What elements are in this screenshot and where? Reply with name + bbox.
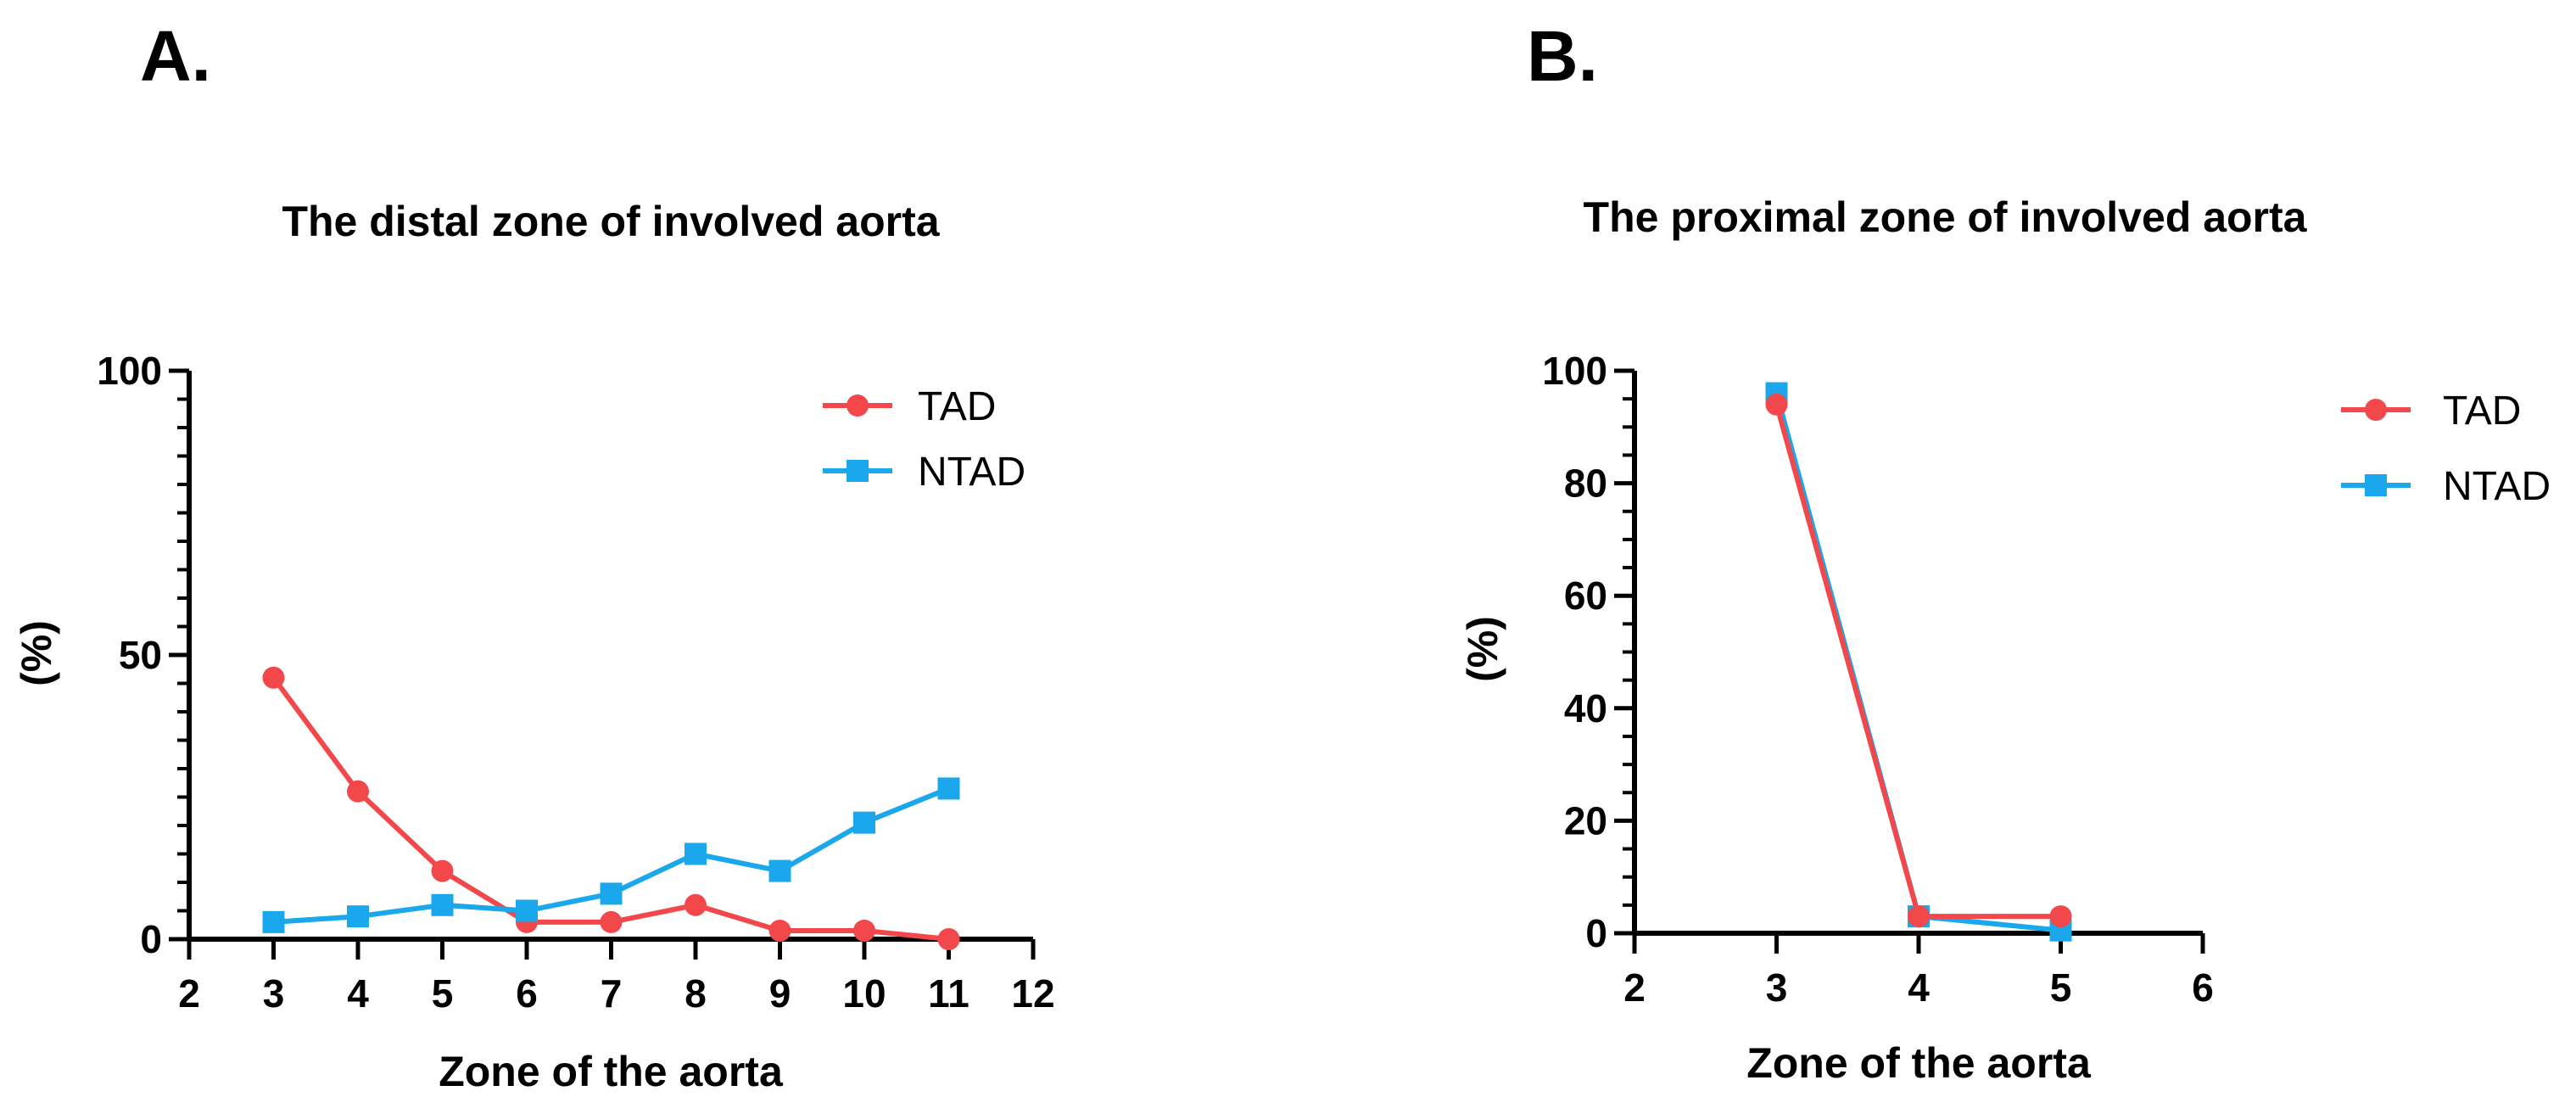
panel-b-tad-point [2049, 905, 2072, 928]
panel-a-ntad-point [685, 842, 707, 865]
panel-b-y-tick-label: 40 [1564, 686, 1607, 730]
panel-a: A. The distal zone of involved aorta (%)… [13, 16, 1055, 1095]
panel-a-x-tick-label: 2 [178, 971, 200, 1016]
panel-a-ntad-point [431, 893, 454, 916]
panel-a-y-tick-label: 100 [97, 349, 162, 393]
panel-a-y-tick-label: 0 [140, 917, 162, 961]
panel-b-tad-point [1765, 393, 1788, 416]
panel-b-legend: TAD NTAD [2341, 389, 2551, 509]
panel-b-title: The proximal zone of involved aorta [1584, 193, 2308, 241]
panel-a-ntad-point [516, 899, 538, 922]
panel-a-legend: TAD NTAD [823, 384, 1025, 495]
panel-b-y-tick-label: 80 [1564, 462, 1607, 506]
panel-a-ntad-point [347, 905, 369, 928]
panel-b-y-tick-label: 20 [1564, 798, 1607, 842]
panel-a-x-tick-label: 10 [842, 971, 886, 1016]
panel-a-tad-point [853, 919, 875, 942]
panel-b-x-tick-label: 2 [1623, 965, 1646, 1010]
panel-a-tad-point [685, 893, 707, 916]
panel-a-ntad-point [600, 882, 623, 905]
panel-a-legend-marker-ntad [847, 460, 869, 482]
panel-b-x-tick-label: 4 [1908, 965, 1930, 1010]
panel-a-tad-point [600, 910, 623, 933]
panel-a-x-tick-label: 12 [1011, 971, 1054, 1016]
panel-a-label: A. [140, 16, 211, 96]
panel-a-tad-point [262, 666, 285, 689]
panel-a-legend-label-tad: TAD [918, 384, 996, 429]
panel-a-ntad-point [937, 777, 960, 800]
panel-b-series-line-tad [1774, 403, 2061, 920]
panel-a-ntad-point [853, 811, 875, 834]
panel-a-y-axis-label: (%) [13, 620, 60, 686]
panel-a-ntad-point [768, 859, 791, 882]
panel-b-y-tick-label: 60 [1564, 574, 1607, 618]
panel-b: B. The proximal zone of involved aorta (… [1459, 16, 2551, 1087]
panel-a-x-tick-label: 4 [347, 971, 369, 1016]
panel-a-x-axis-label: Zone of the aorta [439, 1048, 784, 1095]
panel-a-x-tick-label: 5 [432, 971, 454, 1016]
panel-b-x-tick-label: 5 [2050, 965, 2072, 1010]
panel-a-title: The distal zone of involved aorta [282, 198, 940, 245]
panel-b-legend-marker-ntad [2365, 474, 2387, 496]
panel-b-tad-point [1908, 905, 1930, 928]
panel-b-legend-label-ntad: NTAD [2443, 464, 2551, 509]
panel-b-legend-label-tad: TAD [2443, 389, 2521, 434]
panel-a-x-tick-label: 3 [263, 971, 285, 1016]
panel-b-y-tick-label: 0 [1585, 911, 1607, 955]
panel-a-tad-point [937, 928, 960, 950]
panel-a-legend-label-ntad: NTAD [918, 450, 1025, 495]
panel-b-series-line-ntad [1774, 392, 2061, 933]
panel-a-x-tick-label: 11 [928, 971, 969, 1016]
panel-b-legend-marker-tad [2365, 399, 2387, 421]
panel-a-legend-marker-tad [847, 395, 869, 417]
panel-b-label: B. [1527, 16, 1598, 96]
panel-a-tad-point [431, 859, 454, 882]
panel-b-x-tick-label: 3 [1766, 965, 1788, 1010]
panel-a-x-tick-label: 6 [516, 971, 538, 1016]
panel-a-tad-point [347, 780, 369, 803]
panel-a-x-tick-label: 9 [769, 971, 791, 1016]
panel-b-x-axis-label: Zone of the aorta [1746, 1039, 2092, 1087]
panel-a-ntad-point [262, 910, 285, 933]
panel-a-tad-point [768, 919, 791, 942]
panel-a-x-tick-label: 8 [685, 971, 707, 1016]
panel-a-y-tick-label: 50 [119, 633, 162, 677]
panel-b-y-tick-label: 100 [1542, 349, 1607, 393]
panel-a-x-tick-label: 7 [601, 971, 623, 1016]
panel-b-y-axis-label: (%) [1459, 616, 1506, 682]
panel-b-x-tick-label: 6 [2192, 965, 2214, 1010]
